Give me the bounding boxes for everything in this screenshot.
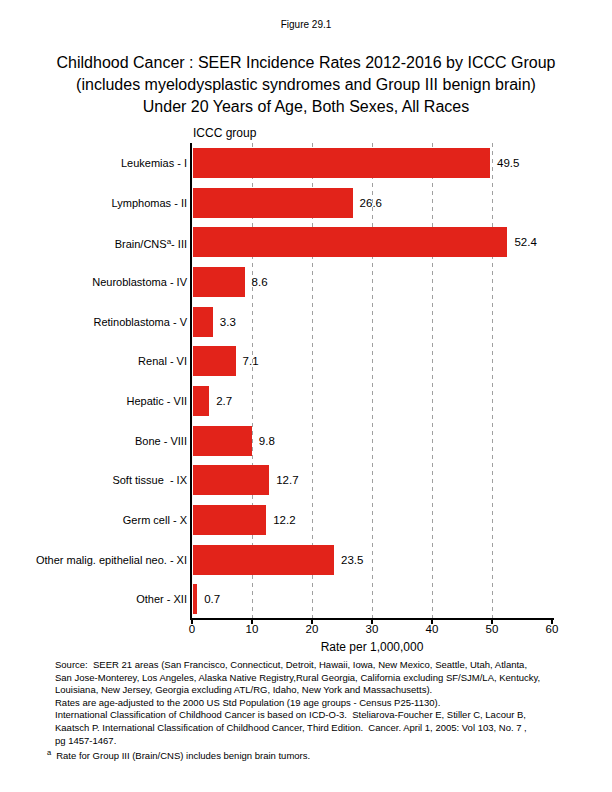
y-axis-title: ICCC group — [193, 126, 256, 140]
chart-title-line-3: Under 20 Years of Age, Both Sexes, All R… — [0, 96, 612, 118]
x-axis-tick-label: 60 — [537, 623, 567, 635]
footnote: a Rate for Group III (Brain/CNS) includes… — [47, 747, 612, 762]
category-label-text: Other - XII — [136, 593, 187, 605]
source-line: pg 1457-1467. — [55, 735, 612, 748]
source-line: Rates are age-adjusted to the 2000 US St… — [55, 697, 612, 710]
x-axis-tick-label: 50 — [477, 623, 507, 635]
source-text-block: Source: SEER 21 areas (San Francisco, Co… — [0, 659, 612, 747]
chart-title: Childhood Cancer : SEER Incidence Rates … — [0, 52, 612, 118]
value-label: 26.6 — [360, 196, 382, 210]
category-label-text: Lymphomas - II — [112, 197, 187, 209]
bar — [193, 426, 252, 456]
category-label-text: Retinoblastoma - V — [93, 316, 187, 328]
value-label: 7.1 — [243, 354, 259, 368]
gridline-50 — [492, 143, 493, 619]
gridline-40 — [432, 143, 433, 619]
footnote-text: Rate for Group III (Brain/CNS) includes … — [56, 750, 310, 761]
bar — [193, 148, 490, 178]
category-label: Renal - VI — [15, 354, 187, 368]
x-axis-title: Rate per 1,000,000 — [272, 640, 472, 654]
source-line: International Classification of Childhoo… — [55, 709, 612, 722]
category-label: Other malig. epithelial neo. - XI — [15, 553, 187, 567]
category-label: Soft tissue - IX — [15, 473, 187, 487]
category-label: Germ cell - X — [15, 513, 187, 527]
y-axis-line — [190, 143, 192, 620]
value-label: 52.4 — [514, 235, 536, 249]
category-label: Brain/CNSa- III — [15, 235, 187, 251]
bar — [193, 465, 269, 495]
footnote-marker: a — [47, 748, 51, 757]
category-label: Lymphomas - II — [15, 196, 187, 210]
value-label: 12.2 — [273, 513, 295, 527]
bar — [193, 227, 507, 257]
chart-title-line-1: Childhood Cancer : SEER Incidence Rates … — [0, 52, 612, 74]
bar — [193, 188, 353, 218]
x-axis-line — [190, 618, 554, 620]
x-axis-tick-label: 40 — [417, 623, 447, 635]
bar — [193, 346, 236, 376]
category-label: Neuroblastoma - IV — [15, 275, 187, 289]
category-label-text: Neuroblastoma - IV — [92, 276, 187, 288]
x-axis-tick-label: 10 — [237, 623, 267, 635]
category-label: Leukemias - I — [15, 156, 187, 170]
value-label: 0.7 — [204, 592, 220, 606]
x-axis-tick-label: 20 — [297, 623, 327, 635]
category-label-text: Hepatic - VII — [126, 395, 187, 407]
bar — [193, 584, 197, 614]
value-label: 9.8 — [259, 434, 275, 448]
bar — [193, 545, 334, 575]
category-label: Retinoblastoma - V — [15, 315, 187, 329]
source-line: San Jose-Monterey, Los Angeles, Alaska N… — [55, 672, 612, 685]
bar — [193, 307, 213, 337]
bar — [193, 386, 209, 416]
category-label: Other - XII — [15, 592, 187, 606]
value-label: 12.7 — [276, 473, 298, 487]
category-label-text: Germ cell - X — [123, 514, 187, 526]
source-line: Louisiana, New Jersey, Georgia excluding… — [55, 684, 612, 697]
chart-title-line-2: (includes myelodysplastic syndromes and … — [0, 74, 612, 96]
source-notes: Source: SEER 21 areas (San Francisco, Co… — [0, 659, 612, 762]
figure-page: Figure 29.1 Childhood Cancer : SEER Inci… — [0, 0, 612, 792]
category-label-text: - III — [171, 238, 187, 250]
value-label: 2.7 — [216, 394, 232, 408]
category-label: Hepatic - VII — [15, 394, 187, 408]
figure-label: Figure 29.1 — [0, 19, 612, 30]
category-label-text: Leukemias - I — [121, 157, 187, 169]
category-label-text: Brain/CNS — [115, 238, 167, 250]
category-label-text: Soft tissue - IX — [112, 474, 187, 486]
bar — [193, 267, 245, 297]
bar — [193, 505, 266, 535]
value-label: 8.6 — [252, 275, 268, 289]
source-line: Source: SEER 21 areas (San Francisco, Co… — [55, 659, 612, 672]
value-label: 23.5 — [341, 553, 363, 567]
value-label: 3.3 — [220, 315, 236, 329]
value-label: 49.5 — [497, 156, 519, 170]
x-axis-tick-label: 0 — [177, 623, 207, 635]
category-label-text: Bone - VIII — [135, 435, 187, 447]
category-label-text: Other malig. epithelial neo. - XI — [36, 554, 187, 566]
gridline-30 — [372, 143, 373, 619]
source-line: Kaatsch P. International Classification … — [55, 722, 612, 735]
category-label: Bone - VIII — [15, 434, 187, 448]
x-axis-tick-label: 30 — [357, 623, 387, 635]
category-label-text: Renal - VI — [138, 355, 187, 367]
